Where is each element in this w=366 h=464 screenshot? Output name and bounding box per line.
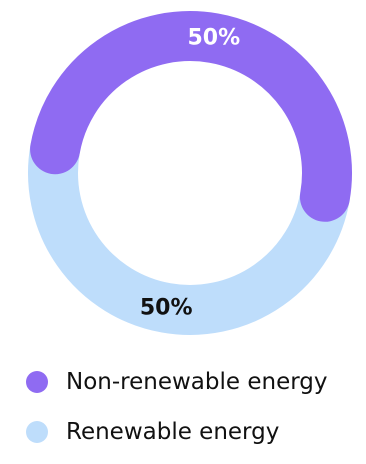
donut-slice-renewable-energy [28,124,350,335]
legend-label-renewable: Renewable energy [66,419,280,445]
legend-swatch-non-renewable [26,371,48,393]
data-label-renewable-energy: 50% [140,295,193,320]
donut-slice-non-renewable-energy [30,11,352,222]
donut-data-labels: 50% 50% [140,26,240,321]
donut-slices [28,11,352,335]
donut-chart: 50% 50% [28,11,352,335]
data-label-non-renewable-energy: 50% [187,26,240,51]
legend-swatch-renewable [26,421,48,443]
chart-legend: Non-renewable energy Renewable energy [26,364,366,464]
legend-item-non-renewable: Non-renewable energy [26,364,366,400]
legend-item-renewable: Renewable energy [26,414,366,450]
legend-label-non-renewable: Non-renewable energy [66,369,328,395]
